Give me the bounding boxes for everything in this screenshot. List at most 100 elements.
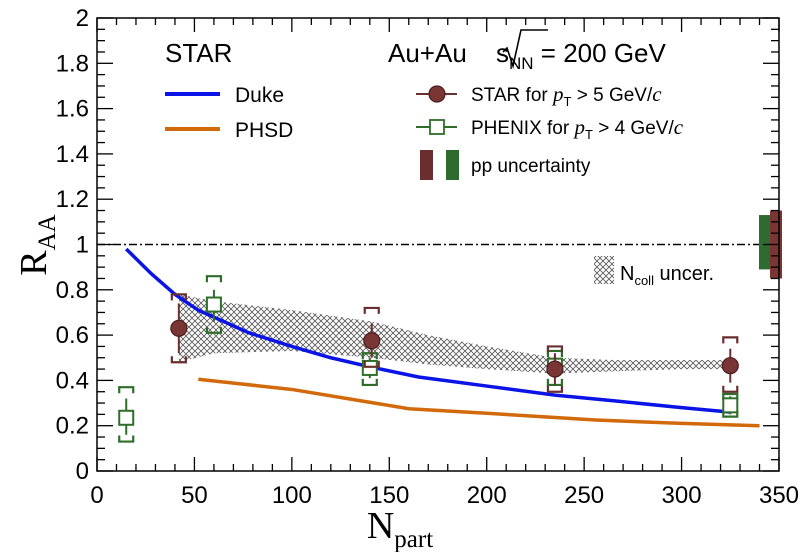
y-tick-label: 0.4 <box>56 367 89 394</box>
star-point-0-sys-bottom <box>170 356 187 364</box>
legend-phenix-pt-sub: T <box>585 127 593 142</box>
legend-duke-label: Duke <box>235 84 284 107</box>
x-tick-label: 300 <box>662 482 702 509</box>
legend-phenix-c: c <box>674 115 684 139</box>
legend-star-marker <box>416 85 457 103</box>
axis-ticks <box>96 17 780 472</box>
legend-ncoll-swatch <box>594 256 614 284</box>
y-tick-label: 0.8 <box>56 277 89 304</box>
y-tick-label: 1 <box>76 232 89 259</box>
legend: STAR Au+Au sNN = 200 GeV Duke PHSD STAR … <box>165 29 714 288</box>
phenix-points <box>118 275 739 443</box>
legend-phsd-label: PHSD <box>235 119 293 142</box>
star-point-2-sys-top <box>546 345 564 353</box>
legend-star-label: STAR for pT > 5 GeV/c <box>471 82 662 109</box>
duke-curve <box>125 247 731 414</box>
star-point-3 <box>721 336 739 393</box>
phenix-point-4-sys-top <box>722 392 739 400</box>
phenix-point-2-marker <box>361 359 378 376</box>
star-point-2-marker <box>546 360 564 378</box>
system-sqrt-s: s <box>496 38 509 68</box>
y-tick-label: 0 <box>76 458 89 485</box>
phenix-point-0 <box>118 386 135 443</box>
star-point-1-sys-bottom <box>363 360 380 368</box>
star-point-3-sys-bottom <box>722 385 739 393</box>
x-tick-labels: 0 50 100 150 200 250 300 350 <box>90 482 799 509</box>
experiment-label: STAR <box>165 38 232 68</box>
x-axis-title-main: N <box>367 505 394 547</box>
pp-uncertainty-phenix-box <box>759 215 771 270</box>
phenix-point-1 <box>205 275 223 334</box>
sqrt-sign-icon <box>502 29 548 69</box>
x-tick-label: 350 <box>759 482 799 509</box>
y-tick-label: 1.8 <box>56 50 89 77</box>
y-axis-title-sub: AA <box>34 214 61 250</box>
x-tick-label: 100 <box>272 482 312 509</box>
system-suffix: = 200 GeV <box>534 38 667 68</box>
y-axis-title: RAA <box>13 214 61 275</box>
ncoll-band-layer <box>178 294 731 374</box>
y-tick-label: 1.6 <box>56 96 89 123</box>
phenix-point-2-sys-top <box>361 352 378 360</box>
star-point-1-sys-top <box>363 306 380 314</box>
legend-ncoll-label: Ncoll uncer. <box>620 263 714 288</box>
system-prefix: Au+Au <box>388 38 474 68</box>
ncoll-uncertainty-band <box>178 294 731 374</box>
legend-star-c: c <box>652 82 662 106</box>
legend-ncoll-main: N <box>620 263 634 285</box>
y-axis-title-main: R <box>13 250 55 276</box>
y-tick-label: 1.2 <box>56 186 89 213</box>
phenix-point-0-marker <box>118 409 135 426</box>
y-tick-label: 0.6 <box>56 322 89 349</box>
legend-star-pt: p <box>551 82 564 106</box>
legend-phenix-label: PHENIX for pT > 4 GeV/c <box>471 115 684 142</box>
x-tick-label: 200 <box>467 482 507 509</box>
star-point-0-sys-top <box>170 293 187 301</box>
star-point-0-marker <box>170 319 188 337</box>
x-axis-title-sub: part <box>394 526 433 552</box>
legend-star-pt-sub: T <box>564 94 572 109</box>
star-point-1-marker <box>363 332 381 350</box>
legend-pp-label: pp uncertainty <box>471 156 591 177</box>
star-point-1 <box>363 306 381 368</box>
phenix-point-0-sys-top <box>118 386 135 394</box>
star-point-0 <box>170 293 188 364</box>
x-tick-label: 150 <box>369 482 409 509</box>
legend-phenix-pt: p <box>572 115 585 139</box>
phenix-point-2 <box>361 352 378 387</box>
model-curves <box>125 247 760 428</box>
system-label: Au+Au sNN = 200 GeV <box>388 38 666 73</box>
legend-phenix-prefix: PHENIX for <box>471 118 574 139</box>
legend-star-prefix: STAR for <box>471 85 553 106</box>
phenix-point-4-sys-bottom <box>722 410 739 418</box>
legend-pp-swatch <box>420 150 459 180</box>
star-point-3-marker <box>721 357 739 375</box>
legend-phenix-marker <box>416 119 457 135</box>
phenix-point-4 <box>722 392 739 418</box>
phenix-point-1-sys-top <box>205 275 223 283</box>
y-tick-label: 2 <box>76 5 89 32</box>
x-tick-label: 250 <box>564 482 604 509</box>
y-tick-label: 1.4 <box>56 141 89 168</box>
phenix-point-3-sys-top <box>546 349 564 357</box>
legend-ncoll-sub: coll <box>634 273 654 288</box>
phenix-point-2-sys-bottom <box>361 378 378 387</box>
phsd-curve <box>198 377 760 428</box>
star-point-2-sys-bottom <box>546 385 564 393</box>
legend-ncoll-suffix: uncer. <box>654 263 714 285</box>
x-axis-title: Npart <box>367 505 433 552</box>
phenix-point-0-sys-bottom <box>118 435 135 443</box>
phenix-point-4-marker <box>722 397 739 414</box>
star-point-2 <box>546 345 564 393</box>
legend-star-threshold: > 5 GeV/ <box>571 85 653 106</box>
x-tick-label: 0 <box>90 482 103 509</box>
star-point-3-sys-top <box>722 336 739 344</box>
star-points <box>170 293 739 393</box>
phenix-point-1-marker <box>205 296 222 313</box>
phenix-point-1-sys-bottom <box>205 326 223 334</box>
legend-phenix-threshold: > 4 GeV/ <box>593 118 675 139</box>
x-tick-label: 50 <box>181 482 208 509</box>
y-tick-labels: 0 0.2 0.4 0.6 0.8 1 1.2 1.4 1.6 1.8 2 <box>56 5 89 485</box>
y-tick-label: 0.2 <box>56 413 89 440</box>
